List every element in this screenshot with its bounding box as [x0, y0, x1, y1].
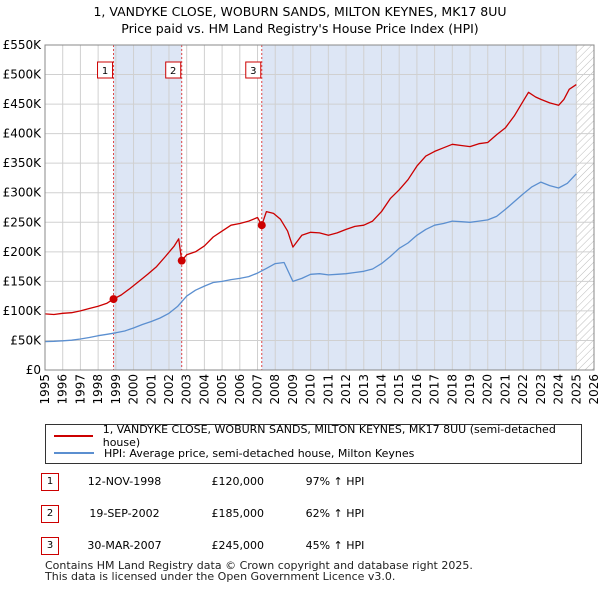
x-tick-label: 2025	[569, 374, 583, 405]
ownership-shade	[261, 45, 577, 370]
y-tick-label: £50K	[10, 333, 42, 347]
y-tick-label: £350K	[3, 156, 43, 170]
y-tick-label: £400K	[3, 127, 43, 141]
ownership-shade	[113, 45, 182, 370]
y-tick-label: £450K	[3, 97, 43, 111]
forecast-hatch	[576, 45, 594, 370]
sale-hpi-change: 62% ↑ HPI	[305, 507, 365, 520]
x-tick-label: 2011	[321, 374, 335, 405]
legend-item-hpi: HPI: Average price, semi-detached house,…	[54, 445, 414, 461]
x-tick-label: 1997	[73, 374, 87, 405]
x-tick-label: 2021	[498, 374, 512, 405]
title-line-2: Price paid vs. HM Land Registry's House …	[121, 21, 479, 36]
x-tick-label: 2026	[587, 374, 600, 405]
sale-row: 3 30-MAR-2007 £245,000 45% ↑ HPI	[40, 537, 460, 555]
x-tick-label: 2014	[374, 374, 388, 405]
plot-frame	[44, 44, 595, 371]
x-tick-label: 2004	[197, 374, 211, 405]
sale-price: £120,000	[211, 475, 265, 488]
legend-item-property: 1, VANDYKE CLOSE, WOBURN SANDS, MILTON K…	[54, 423, 581, 449]
x-tick-label: 2006	[233, 374, 247, 405]
y-tick-label: £0	[26, 363, 41, 377]
x-tick-label: 2020	[481, 374, 495, 405]
x-tick-label: 2009	[286, 374, 300, 405]
sale-number-badge: 2	[41, 505, 59, 523]
sale-point	[109, 295, 118, 304]
x-tick-label: 2007	[251, 374, 265, 405]
x-tick-label: 2000	[127, 374, 141, 405]
x-tick-label: 2024	[552, 374, 566, 405]
sale-point	[177, 256, 186, 265]
sale-marker-label: 1	[102, 66, 108, 77]
price-chart: 1 2 3 £0 £50K £100K £150K £200K £250K £300K £350K £…	[3, 38, 600, 405]
legend-label-hpi: HPI: Average price, semi-detached house,…	[104, 446, 415, 460]
chart-title: 1, VANDYKE CLOSE, WOBURN SANDS, MILTON K…	[0, 3, 600, 37]
x-tick-label: 2015	[392, 374, 406, 405]
y-tick-label: £300K	[3, 186, 43, 200]
footer-attribution: Contains HM Land Registry data © Crown c…	[45, 560, 473, 582]
footer-line-1: Contains HM Land Registry data © Crown c…	[45, 559, 473, 572]
y-tick-label: £500K	[3, 68, 43, 82]
sale-point	[257, 221, 266, 230]
y-tick-label: £200K	[3, 245, 43, 259]
sale-row: 1 12-NOV-1998 £120,000 97% ↑ HPI	[40, 473, 460, 491]
x-tick-label: 2002	[162, 374, 176, 405]
x-tick-label: 2018	[445, 374, 459, 405]
legend: 1, VANDYKE CLOSE, WOBURN SANDS, MILTON K…	[45, 423, 582, 464]
sale-price: £245,000	[211, 539, 265, 552]
x-tick-label: 2005	[215, 374, 229, 405]
y-tick-label: £150K	[3, 274, 43, 288]
x-tick-label: 2012	[339, 374, 353, 405]
x-tick-label: 2016	[410, 374, 424, 405]
property-price-line	[44, 84, 577, 316]
y-tick-label: £250K	[3, 215, 43, 229]
x-tick-label: 1995	[38, 374, 52, 405]
x-tick-label: 1996	[56, 374, 70, 405]
sale-marker-label: 2	[170, 66, 176, 77]
footer-line-2: This data is licensed under the Open Gov…	[45, 570, 396, 583]
x-tick-label: 1999	[109, 374, 123, 405]
sale-hpi-change: 45% ↑ HPI	[305, 539, 365, 552]
sale-date: 30-MAR-2007	[87, 539, 162, 552]
sale-date: 19-SEP-2002	[89, 507, 160, 520]
x-tick-label: 2017	[428, 374, 442, 405]
sale-marker-label: 3	[250, 66, 256, 77]
x-tick-label: 2003	[180, 374, 194, 405]
y-tick-label: £550K	[3, 38, 43, 52]
title-line-1: 1, VANDYKE CLOSE, WOBURN SANDS, MILTON K…	[93, 4, 507, 19]
sale-date: 12-NOV-1998	[87, 475, 162, 488]
x-tick-label: 2013	[357, 374, 371, 405]
y-tick-label: £100K	[3, 304, 43, 318]
x-tick-label: 2010	[304, 374, 318, 405]
legend-label-property: 1, VANDYKE CLOSE, WOBURN SANDS, MILTON K…	[102, 423, 556, 449]
x-tick-label: 2008	[268, 374, 282, 405]
x-tick-label: 1998	[91, 374, 105, 405]
sale-hpi-change: 97% ↑ HPI	[305, 475, 365, 488]
sale-number-badge: 1	[41, 473, 59, 491]
x-tick-label: 2022	[516, 374, 530, 405]
sale-marker-box	[97, 61, 114, 79]
legend-swatch-property	[54, 435, 93, 437]
x-tick-label: 2023	[534, 374, 548, 405]
sale-price: £185,000	[211, 507, 265, 520]
sale-row: 2 19-SEP-2002 £185,000 62% ↑ HPI	[40, 505, 460, 523]
x-tick-label: 2019	[463, 374, 477, 405]
hpi-line	[44, 173, 577, 343]
sale-marker-box	[245, 61, 262, 79]
sale-number-badge: 3	[41, 537, 59, 555]
legend-swatch-hpi	[54, 452, 94, 454]
x-tick-label: 2001	[144, 374, 158, 405]
sale-marker-box	[165, 61, 182, 79]
